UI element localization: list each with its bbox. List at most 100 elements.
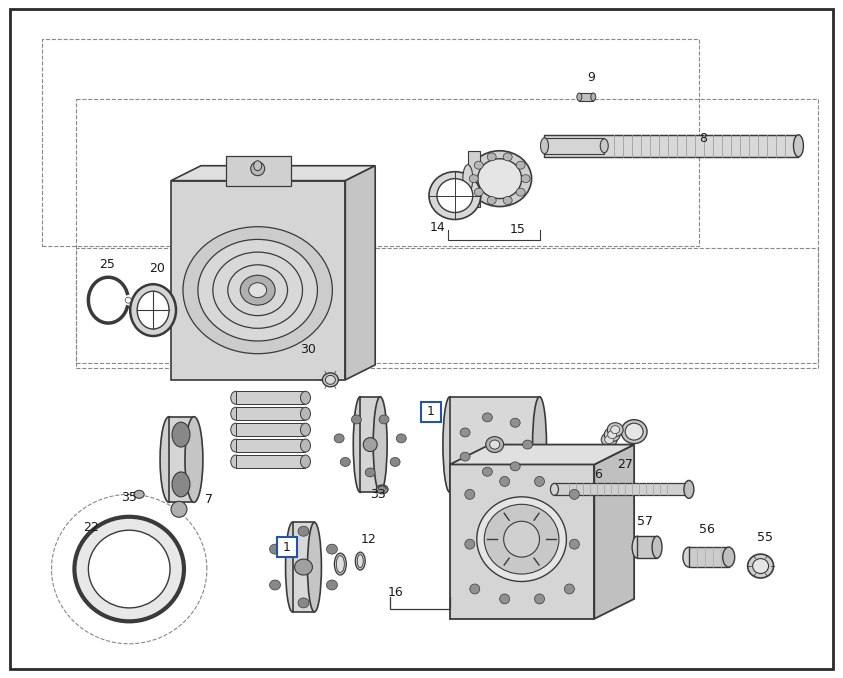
Ellipse shape <box>390 458 400 466</box>
Ellipse shape <box>577 93 582 101</box>
Ellipse shape <box>322 373 338 387</box>
Ellipse shape <box>396 434 406 443</box>
Ellipse shape <box>470 175 478 182</box>
Ellipse shape <box>610 426 620 434</box>
Ellipse shape <box>357 555 363 567</box>
Ellipse shape <box>376 485 388 494</box>
Ellipse shape <box>213 252 303 328</box>
Ellipse shape <box>487 153 497 161</box>
Ellipse shape <box>355 552 365 570</box>
Ellipse shape <box>270 580 281 590</box>
Circle shape <box>534 477 545 486</box>
Ellipse shape <box>298 526 309 536</box>
Text: 16: 16 <box>388 586 404 599</box>
Ellipse shape <box>523 440 533 449</box>
Circle shape <box>500 594 510 604</box>
Ellipse shape <box>379 415 389 424</box>
Bar <box>637 536 657 558</box>
FancyBboxPatch shape <box>421 402 441 422</box>
Bar <box>236 391 305 404</box>
Polygon shape <box>171 180 346 380</box>
Ellipse shape <box>353 397 368 492</box>
Ellipse shape <box>443 397 457 492</box>
Circle shape <box>565 584 574 594</box>
Polygon shape <box>171 165 375 180</box>
Ellipse shape <box>607 422 623 437</box>
Circle shape <box>569 539 579 549</box>
Ellipse shape <box>172 422 190 447</box>
Ellipse shape <box>475 161 483 170</box>
Bar <box>545 135 798 157</box>
Ellipse shape <box>503 153 513 161</box>
Ellipse shape <box>477 497 566 582</box>
Ellipse shape <box>475 188 483 196</box>
Ellipse shape <box>503 197 513 205</box>
Ellipse shape <box>231 423 241 436</box>
Ellipse shape <box>300 407 310 420</box>
Text: 56: 56 <box>699 523 715 536</box>
Circle shape <box>534 594 545 604</box>
Ellipse shape <box>601 433 617 447</box>
Text: 20: 20 <box>149 262 165 275</box>
Ellipse shape <box>308 522 321 612</box>
Ellipse shape <box>621 420 647 443</box>
Ellipse shape <box>341 458 351 466</box>
Text: 7: 7 <box>205 493 213 506</box>
Polygon shape <box>450 445 634 464</box>
Bar <box>689 547 728 567</box>
Bar <box>450 464 594 619</box>
Text: 55: 55 <box>757 531 773 544</box>
Bar <box>236 439 305 452</box>
Ellipse shape <box>510 462 520 471</box>
Ellipse shape <box>231 455 241 468</box>
Ellipse shape <box>632 536 642 558</box>
Text: 12: 12 <box>360 533 376 546</box>
Text: 35: 35 <box>121 491 137 504</box>
Ellipse shape <box>533 397 546 492</box>
Text: 9: 9 <box>588 71 595 83</box>
Ellipse shape <box>748 554 774 578</box>
Ellipse shape <box>334 434 344 443</box>
Text: 27: 27 <box>617 458 633 471</box>
Ellipse shape <box>490 440 500 449</box>
Ellipse shape <box>286 522 299 612</box>
Bar <box>226 156 291 186</box>
Circle shape <box>464 490 475 499</box>
Ellipse shape <box>429 172 481 220</box>
Ellipse shape <box>270 544 281 554</box>
Ellipse shape <box>300 391 310 404</box>
Ellipse shape <box>608 431 617 439</box>
Ellipse shape <box>198 239 318 341</box>
Ellipse shape <box>600 139 609 153</box>
Ellipse shape <box>254 161 261 171</box>
Bar <box>360 397 380 492</box>
Text: 30: 30 <box>300 344 316 357</box>
Ellipse shape <box>626 423 643 440</box>
Ellipse shape <box>130 284 176 336</box>
Ellipse shape <box>231 439 241 452</box>
Circle shape <box>464 539 475 549</box>
Ellipse shape <box>652 536 662 558</box>
Ellipse shape <box>437 179 473 212</box>
Ellipse shape <box>298 598 309 608</box>
Ellipse shape <box>240 275 275 305</box>
Circle shape <box>126 297 132 303</box>
Ellipse shape <box>482 467 492 476</box>
Ellipse shape <box>228 265 287 315</box>
Ellipse shape <box>300 439 310 452</box>
Circle shape <box>470 584 480 594</box>
Ellipse shape <box>137 291 169 329</box>
Ellipse shape <box>352 415 362 424</box>
Ellipse shape <box>484 504 559 574</box>
Ellipse shape <box>460 428 470 437</box>
Ellipse shape <box>591 93 596 101</box>
Ellipse shape <box>460 452 470 461</box>
Ellipse shape <box>373 397 387 492</box>
Text: 8: 8 <box>699 132 707 145</box>
Ellipse shape <box>326 544 337 554</box>
Text: 14: 14 <box>430 221 446 234</box>
Polygon shape <box>346 165 375 380</box>
Ellipse shape <box>684 481 694 498</box>
Bar <box>468 151 480 207</box>
Bar <box>450 397 540 492</box>
